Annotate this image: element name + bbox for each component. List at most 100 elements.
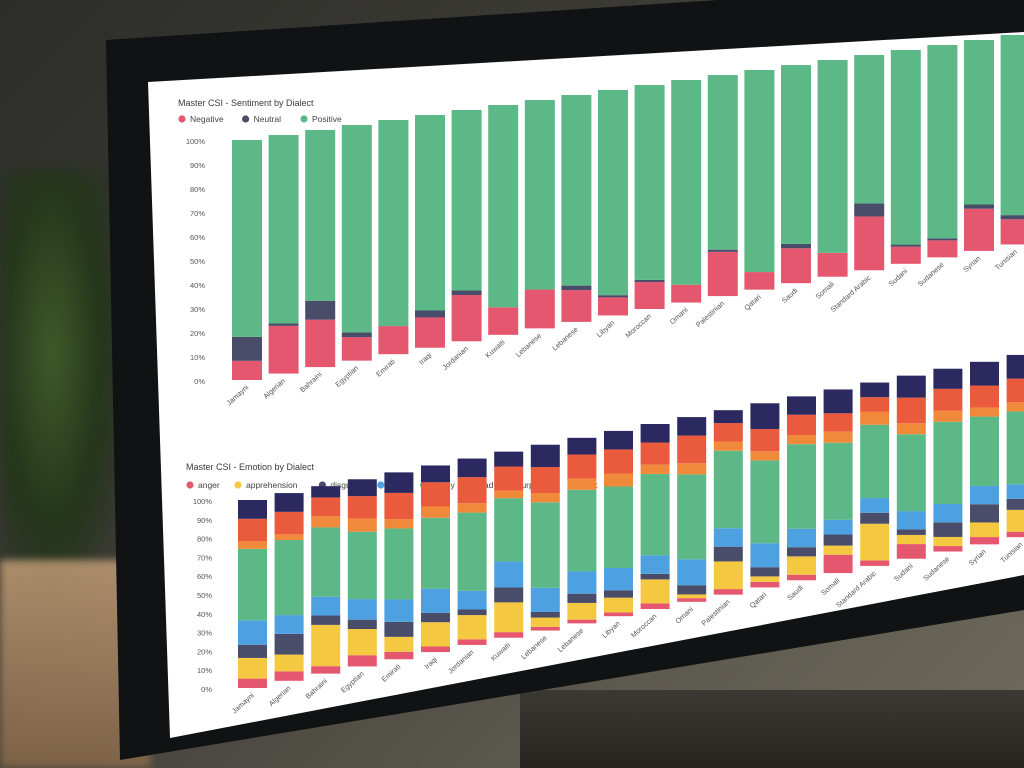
emotion-segment-disgust[interactable] [604,590,633,598]
emotion-bar-emirati-4[interactable] [384,472,414,660]
sentiment-bar-bahraini-2[interactable] [305,130,336,368]
sentiment-segment-neutral[interactable] [1000,215,1024,220]
emotion-segment-fear[interactable] [457,590,487,610]
sentiment-segment-neutral[interactable] [964,204,994,209]
sentiment-segment-positive[interactable] [415,115,445,311]
sentiment-bar-libyan-10[interactable] [598,90,628,316]
emotion-segment-apprehension[interactable] [677,594,707,599]
emotion-segment-surprise[interactable] [347,496,377,519]
emotion-bar-qatari-14[interactable] [750,403,780,588]
emotion-segment-disgust[interactable] [750,567,780,577]
emotion-segment-surprise[interactable] [677,435,707,464]
sentiment-segment-neutral[interactable] [707,249,738,252]
sentiment-segment-negative[interactable] [561,290,592,322]
emotion-segment-fear[interactable] [421,588,450,613]
emotion-segment-surprise[interactable] [384,492,414,520]
emotion-segment-apprehension[interactable] [970,522,999,538]
emotion-segment-disgust[interactable] [677,585,707,595]
sentiment-segment-positive[interactable] [341,125,372,333]
emotion-segment-sad[interactable] [274,534,304,541]
emotion-segment-trust[interactable] [713,410,743,424]
emotion-segment-happy[interactable] [457,512,487,591]
emotion-segment-anger[interactable] [787,574,816,581]
sentiment-bar-sudanese-19[interactable] [927,45,958,258]
emotion-segment-fear[interactable] [274,615,304,634]
emotion-segment-happy[interactable] [311,527,341,597]
emotion-segment-disgust[interactable] [238,644,267,658]
emotion-segment-anger[interactable] [311,666,341,674]
emotion-segment-anger[interactable] [750,581,780,588]
sentiment-segment-neutral[interactable] [598,295,628,298]
sentiment-segment-negative[interactable] [890,246,921,264]
emotion-segment-disgust[interactable] [640,573,670,580]
emotion-segment-trust[interactable] [1006,354,1024,379]
sentiment-segment-positive[interactable] [305,130,336,301]
emotion-segment-apprehension[interactable] [713,561,743,590]
emotion-segment-surprise[interactable] [567,454,597,479]
emotion-segment-happy[interactable] [750,460,780,544]
emotion-segment-disgust[interactable] [933,522,963,537]
sentiment-segment-negative[interactable] [305,319,336,368]
emotion-segment-apprehension[interactable] [567,602,597,620]
emotion-segment-sad[interactable] [567,478,597,490]
emotion-segment-apprehension[interactable] [933,536,963,547]
emotion-segment-sad[interactable] [347,518,377,532]
sentiment-segment-positive[interactable] [1000,35,1024,216]
emotion-segment-happy[interactable] [677,474,707,560]
sentiment-bar-saudi-15[interactable] [781,65,811,284]
emotion-bar-standard-arabic-17[interactable] [860,382,890,566]
sentiment-segment-neutral[interactable] [634,279,665,283]
emotion-segment-surprise[interactable] [860,397,890,412]
emotion-segment-apprehension[interactable] [494,602,524,633]
emotion-segment-fear[interactable] [750,543,780,568]
sentiment-segment-positive[interactable] [561,95,592,286]
emotion-segment-surprise[interactable] [823,413,853,432]
emotion-segment-anger[interactable] [677,598,707,602]
emotion-segment-anger[interactable] [1006,531,1024,538]
sentiment-segment-negative[interactable] [378,326,409,355]
emotion-segment-apprehension[interactable] [457,615,487,640]
emotion-bar-lebanese-9[interactable] [567,437,597,624]
emotion-segment-apprehension[interactable] [311,624,341,667]
emotion-segment-disgust[interactable] [457,609,487,616]
sentiment-bar-jamayni-0[interactable] [232,140,262,380]
emotion-segment-surprise[interactable] [787,414,816,435]
emotion-segment-surprise[interactable] [750,429,780,452]
emotion-segment-surprise[interactable] [238,518,267,542]
emotion-segment-apprehension[interactable] [640,579,670,604]
emotion-segment-happy[interactable] [604,486,633,569]
emotion-segment-surprise[interactable] [1006,378,1024,403]
emotion-segment-apprehension[interactable] [347,629,377,656]
sentiment-bar-tunisian-21[interactable] [1000,35,1024,245]
emotion-segment-happy[interactable] [347,531,377,600]
sentiment-bar-somali-16[interactable] [817,60,848,277]
sentiment-bar-lebanese-8[interactable] [524,100,555,329]
emotion-segment-happy[interactable] [860,424,890,499]
sentiment-segment-negative[interactable] [927,240,958,258]
emotion-bar-tunisian-21[interactable] [1006,354,1024,538]
emotion-segment-happy[interactable] [970,416,999,486]
emotion-segment-trust[interactable] [384,472,414,493]
emotion-segment-sad[interactable] [860,411,890,425]
legend-item-neutral[interactable]: Neutral [242,114,281,124]
emotion-segment-trust[interactable] [677,417,707,436]
sentiment-segment-neutral[interactable] [305,300,336,320]
sentiment-bar-iraqi-5[interactable] [415,115,445,348]
emotion-segment-fear[interactable] [787,528,816,548]
sentiment-segment-positive[interactable] [451,110,482,291]
sentiment-segment-negative[interactable] [451,295,482,342]
sentiment-bar-palestinian-13[interactable] [707,75,738,297]
emotion-segment-anger[interactable] [347,655,377,667]
emotion-segment-anger[interactable] [823,554,853,574]
emotion-segment-sad[interactable] [311,516,341,528]
emotion-segment-sad[interactable] [787,434,816,445]
sentiment-segment-positive[interactable] [707,75,738,250]
sentiment-segment-negative[interactable] [634,282,665,309]
emotion-segment-trust[interactable] [750,403,780,430]
emotion-segment-happy[interactable] [274,540,304,616]
sentiment-segment-negative[interactable] [1000,219,1024,245]
sentiment-segment-neutral[interactable] [890,244,921,247]
emotion-segment-sad[interactable] [750,451,780,461]
sentiment-bar-omani-12[interactable] [671,80,702,303]
emotion-segment-happy[interactable] [823,442,853,520]
